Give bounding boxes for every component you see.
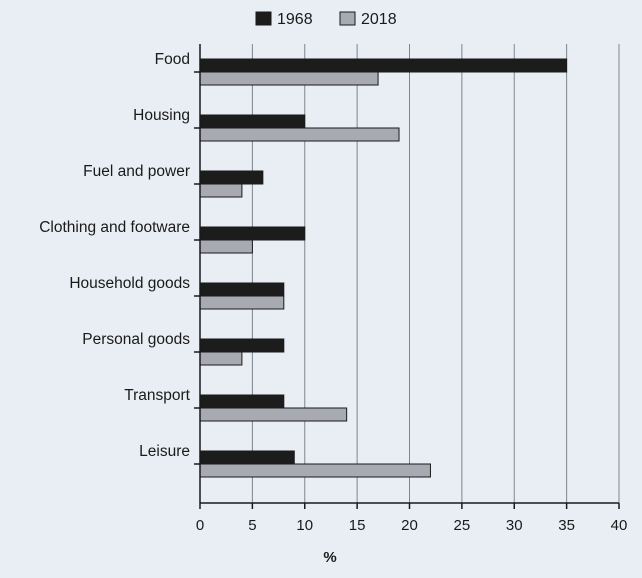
gridlines — [251, 44, 620, 503]
bar-1968 — [199, 338, 285, 353]
category-label: Personal goods — [82, 331, 190, 348]
x-tick-label: 5 — [248, 517, 256, 534]
bar-1968 — [199, 450, 295, 465]
x-tick-labels: 0 5 10 15 20 25 30 35 40 — [196, 517, 628, 534]
bar-2018 — [199, 407, 348, 422]
category-labels: Food Housing Fuel and power Clothing and fo… — [39, 51, 190, 460]
bar-1968 — [199, 58, 568, 73]
bar-2018 — [199, 183, 243, 198]
bar-1968 — [199, 114, 306, 129]
bar-2018 — [199, 127, 400, 142]
legend-label: 2018 — [361, 11, 397, 28]
category-label: Fuel and power — [83, 163, 190, 180]
bar-2018 — [199, 351, 243, 366]
x-tick-label: 40 — [611, 517, 628, 534]
legend: 1968 2018 — [255, 11, 397, 28]
category-label: Clothing and footware — [39, 219, 190, 236]
bar-1968 — [199, 170, 264, 185]
x-axis-label: % — [323, 549, 336, 566]
category-label: Leisure — [139, 443, 190, 460]
bar-1968 — [199, 394, 285, 409]
bar-2018 — [199, 239, 253, 254]
bar-2018 — [199, 463, 431, 478]
legend-swatch-2018 — [339, 11, 356, 26]
category-label: Transport — [124, 387, 190, 404]
category-label: Household goods — [69, 275, 190, 292]
x-tick-label: 25 — [454, 517, 471, 534]
x-tick-label: 15 — [349, 517, 366, 534]
x-tick-label: 30 — [506, 517, 523, 534]
legend-label: 1968 — [277, 11, 313, 28]
x-tick-label: 0 — [196, 517, 204, 534]
category-label: Housing — [133, 107, 190, 124]
bar-2018 — [199, 71, 379, 86]
category-label: Food — [155, 51, 190, 68]
bar-2018 — [199, 295, 285, 310]
x-tick-label: 20 — [401, 517, 418, 534]
bars — [199, 58, 568, 478]
bar-1968 — [199, 282, 285, 297]
x-tick-label: 35 — [558, 517, 575, 534]
legend-swatch-1968 — [255, 11, 272, 26]
axes — [194, 44, 620, 509]
bar-1968 — [199, 226, 306, 241]
x-tick-label: 10 — [296, 517, 313, 534]
